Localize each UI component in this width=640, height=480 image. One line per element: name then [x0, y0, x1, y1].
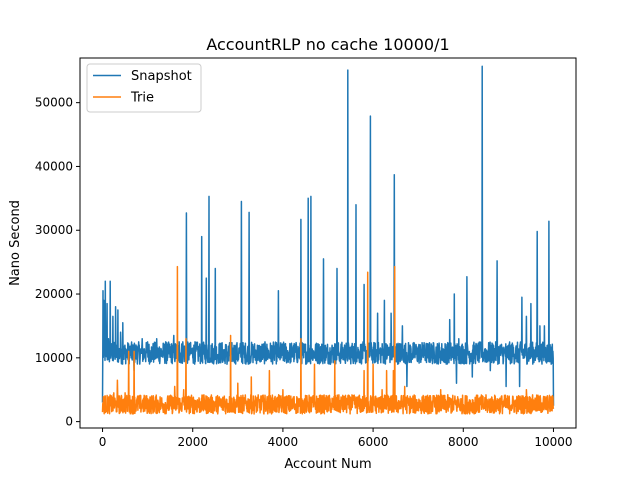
y-tick-label: 50000	[35, 96, 73, 110]
legend-label-snapshot: Snapshot	[131, 69, 192, 84]
x-tick-label: 0	[99, 435, 107, 449]
y-tick-label: 20000	[35, 287, 73, 301]
x-tick-label: 6000	[358, 435, 389, 449]
plot-frame	[79, 57, 577, 429]
y-tick-label: 0	[65, 415, 73, 429]
y-axis-label: Nano Second	[8, 200, 23, 286]
x-tick-label: 2000	[177, 435, 208, 449]
chart-title: AccountRLP no cache 10000/1	[206, 35, 449, 54]
x-tick-label: 10000	[534, 435, 572, 449]
series-line-trie	[101, 265, 555, 415]
y-axis-ticks: 0 10000 20000 30000 40000 50000	[35, 96, 80, 429]
legend: Snapshot Trie	[86, 63, 202, 113]
y-tick-label: 10000	[35, 351, 73, 365]
x-axis-ticks: 0 2000 4000 6000 8000 10000	[99, 428, 573, 449]
series-layer	[101, 65, 555, 415]
y-tick-label: 30000	[35, 223, 73, 237]
x-tick-label: 8000	[448, 435, 479, 449]
x-tick-label: 4000	[268, 435, 299, 449]
x-axis-label: Account Num	[284, 457, 371, 472]
legend-label-trie: Trie	[130, 91, 154, 106]
y-tick-label: 40000	[35, 159, 73, 173]
